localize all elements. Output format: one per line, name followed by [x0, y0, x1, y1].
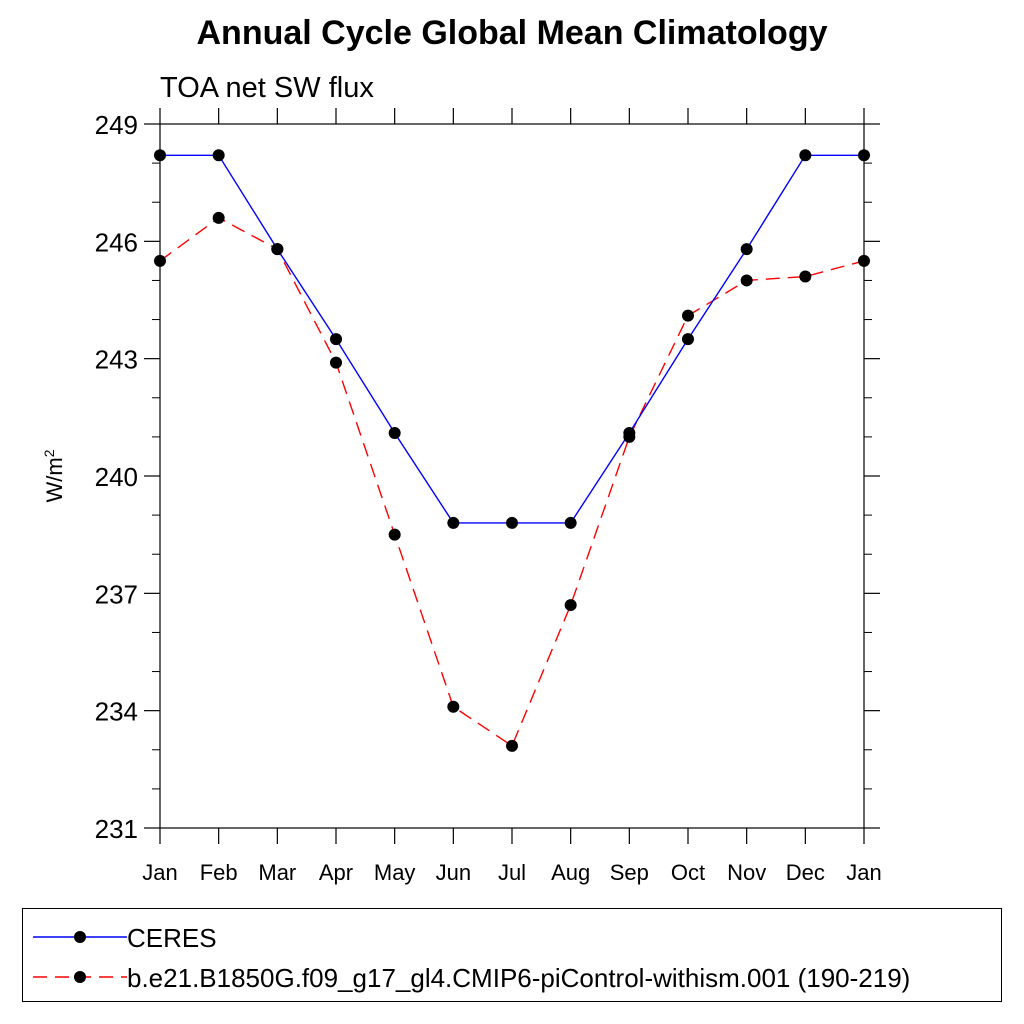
y-tick-label: 243: [95, 345, 138, 375]
x-tick-label: Sep: [610, 860, 649, 885]
legend-item-model: b.e21.B1850G.f09_g17_gl4.CMIP6-piControl…: [23, 957, 1001, 997]
x-tick-label: Oct: [671, 860, 705, 885]
y-tick-label: 249: [95, 110, 138, 140]
data-point-model: [564, 599, 577, 612]
data-point-model: [447, 700, 460, 713]
data-point-model: [388, 528, 401, 541]
chart-subtitle: TOA net SW flux: [160, 72, 374, 104]
x-tick-label: Feb: [200, 860, 238, 885]
data-point-ceres: [682, 333, 694, 346]
legend-label-ceres: CERES: [127, 923, 217, 953]
x-tick-label: Dec: [786, 860, 825, 885]
x-tick-label: Apr: [319, 860, 353, 885]
data-point-ceres: [623, 426, 636, 439]
data-point-ceres: [154, 149, 166, 162]
data-point-ceres: [564, 516, 577, 529]
x-tick-label: Jun: [436, 860, 471, 885]
series-line-model: [159, 217, 865, 747]
x-tick-label: Jan: [142, 860, 177, 885]
x-tick-label: Jul: [498, 860, 526, 885]
data-point-ceres: [506, 516, 518, 529]
series-layer: [154, 149, 870, 752]
data-point-model: [330, 356, 342, 369]
x-tick-label: Aug: [551, 860, 590, 885]
x-tick-label: May: [374, 860, 416, 885]
legend-label-model: b.e21.B1850G.f09_g17_gl4.CMIP6-piControl…: [127, 963, 911, 993]
legend-swatch-ceres: [33, 931, 127, 943]
data-point-model: [799, 270, 812, 283]
y-tick-label: 234: [95, 697, 138, 727]
data-point-model: [212, 211, 225, 224]
data-point-ceres: [447, 516, 460, 529]
y-tick-label: 240: [95, 462, 138, 492]
data-point-model: [506, 739, 518, 752]
x-tick-label: Nov: [727, 860, 766, 885]
data-point-ceres: [388, 426, 401, 439]
data-point-model: [154, 254, 166, 267]
data-point-model: [858, 254, 870, 267]
data-point-ceres: [740, 243, 753, 256]
y-tick-label: 231: [95, 814, 138, 844]
axes: 231 234 237 240 243 246 249 Jan Feb Mar Apr May Jun J…: [95, 108, 882, 885]
data-point-ceres: [212, 149, 225, 162]
data-point-ceres: [271, 243, 284, 256]
line-chart: 231 234 237 240 243 246 249 Jan Feb Mar Apr May Jun J…: [41, 108, 882, 885]
legend-swatch-model: [33, 971, 127, 983]
y-tick-label: 246: [95, 227, 138, 257]
data-point-model: [682, 309, 694, 322]
data-point-model: [740, 274, 753, 287]
legend-item-ceres: CERES: [23, 917, 1001, 957]
y-tick-label: 237: [95, 579, 138, 609]
data-point-ceres: [858, 149, 870, 162]
x-tick-label: Mar: [258, 860, 296, 885]
data-point-ceres: [330, 333, 342, 346]
chart-title: Annual Cycle Global Mean Climatology: [196, 14, 828, 52]
y-axis-label: W/m2: [41, 449, 67, 502]
legend: CERES b.e21.B1850G.f09_g17_gl4.CMIP6-piC…: [22, 908, 1002, 1002]
data-point-ceres: [799, 149, 812, 162]
x-tick-label: Jan: [846, 860, 881, 885]
series-line-ceres: [160, 154, 864, 524]
